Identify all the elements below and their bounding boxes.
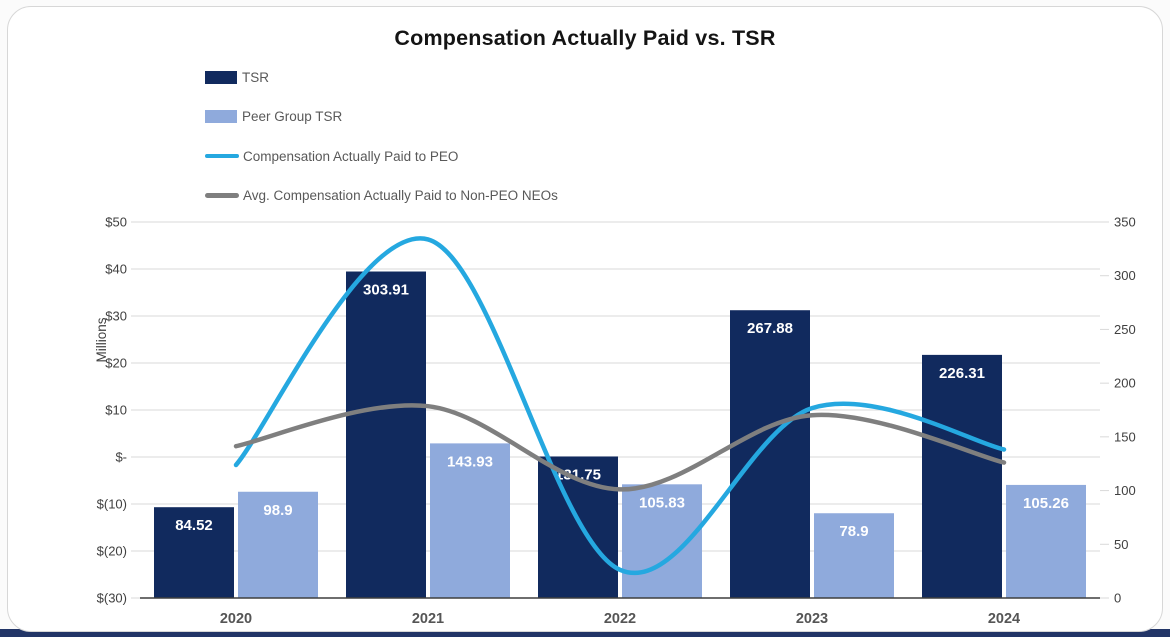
right-axis-tick-label: 250 [1114, 322, 1136, 337]
bar-value-label: 143.93 [447, 453, 493, 470]
x-axis-category-label: 2022 [604, 611, 636, 627]
bar-value-label: 226.31 [939, 365, 985, 382]
legend-label: Avg. Compensation Actually Paid to Non-P… [243, 188, 558, 203]
bar-tsr-2020 [154, 507, 234, 598]
right-axis-tick-label: 300 [1114, 268, 1136, 283]
bar-value-label: 98.9 [263, 502, 292, 519]
line-avg-compensation-actually-paid-to-non-peo-neos [233, 403, 1007, 492]
left-axis-tick-label: $50 [105, 215, 127, 230]
left-axis-tick-label: $(10) [97, 497, 127, 512]
legend-swatch-icon [205, 70, 237, 84]
bar-value-label: 303.91 [363, 282, 409, 299]
bottom-accent-bar [0, 629, 1170, 637]
legend-label: Compensation Actually Paid to PEO [243, 148, 459, 164]
x-axis-category-label: 2021 [412, 611, 444, 627]
bar-value-label: 267.88 [747, 320, 793, 337]
bar-peer-group-tsr-2023 [814, 513, 894, 598]
legend-item-2: Peer Group TSR [205, 104, 558, 130]
left-axis-tick-label: $- [115, 450, 127, 465]
x-axis-category-label: 2020 [220, 611, 252, 627]
chart-legend: TSR Peer Group TSR Compensation Actually P… [205, 64, 558, 222]
legend-item-4: Avg. Compensation Actually Paid to Non-P… [205, 183, 558, 209]
x-axis-category-label: 2023 [796, 611, 828, 627]
right-axis-tick-label: 200 [1114, 376, 1136, 391]
bar-value-label: 105.26 [1023, 495, 1069, 512]
bar-value-label: 84.52 [175, 517, 213, 534]
left-axis-tick-label: $(20) [97, 544, 127, 559]
bar-value-label: 78.9 [839, 523, 868, 540]
left-axis-tick-label: $20 [105, 356, 127, 371]
left-axis-tick-label: $40 [105, 262, 127, 277]
right-axis-tick-label: 0 [1114, 591, 1121, 606]
x-axis-category-label: 2024 [988, 611, 1020, 627]
bar-value-label: 131.75 [555, 466, 601, 483]
bar-value-label: 105.83 [639, 494, 685, 511]
bar-tsr-2024 [922, 354, 1002, 598]
bar-peer-group-tsr-2024 [1006, 484, 1086, 598]
right-axis-tick-label: 100 [1114, 483, 1136, 498]
legend-label: TSR [242, 69, 269, 85]
legend-swatch-icon [205, 110, 237, 123]
bar-peer-group-tsr-2021 [430, 443, 510, 598]
right-axis-tick-label: 150 [1114, 429, 1136, 444]
chart-title: Compensation Actually Paid vs. TSR [394, 26, 776, 50]
bar-peer-group-tsr-2020 [238, 491, 318, 598]
legend-label: Peer Group TSR [242, 109, 343, 124]
right-axis-tick-label: 350 [1114, 215, 1136, 230]
line-compensation-actually-paid-to-peo [233, 236, 1007, 575]
left-axis-tick-label: $(30) [97, 591, 127, 606]
legend-line-icon [205, 193, 239, 198]
legend-item-1: TSR [205, 64, 558, 90]
left-axis-tick-label: $10 [105, 403, 127, 418]
bar-tsr-2023 [730, 310, 810, 598]
legend-line-icon [205, 153, 239, 159]
right-axis-tick-label: 50 [1114, 537, 1128, 552]
bar-tsr-2021 [346, 271, 426, 598]
legend-item-3: Compensation Actually Paid to PEO [205, 143, 558, 169]
left-axis-tick-label: $30 [105, 309, 127, 324]
